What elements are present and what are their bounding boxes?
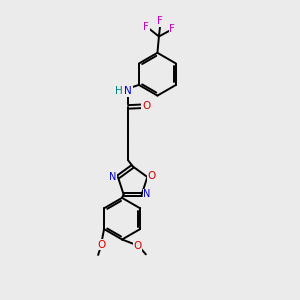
Text: N: N	[109, 172, 116, 182]
Text: N: N	[143, 189, 151, 199]
Text: N: N	[124, 86, 132, 96]
Text: O: O	[134, 241, 142, 251]
Text: O: O	[142, 101, 150, 111]
Text: F: F	[169, 24, 175, 34]
Text: O: O	[148, 171, 156, 181]
Text: F: F	[158, 16, 163, 26]
Text: F: F	[143, 22, 149, 32]
Text: O: O	[97, 239, 105, 250]
Text: H: H	[116, 86, 123, 96]
